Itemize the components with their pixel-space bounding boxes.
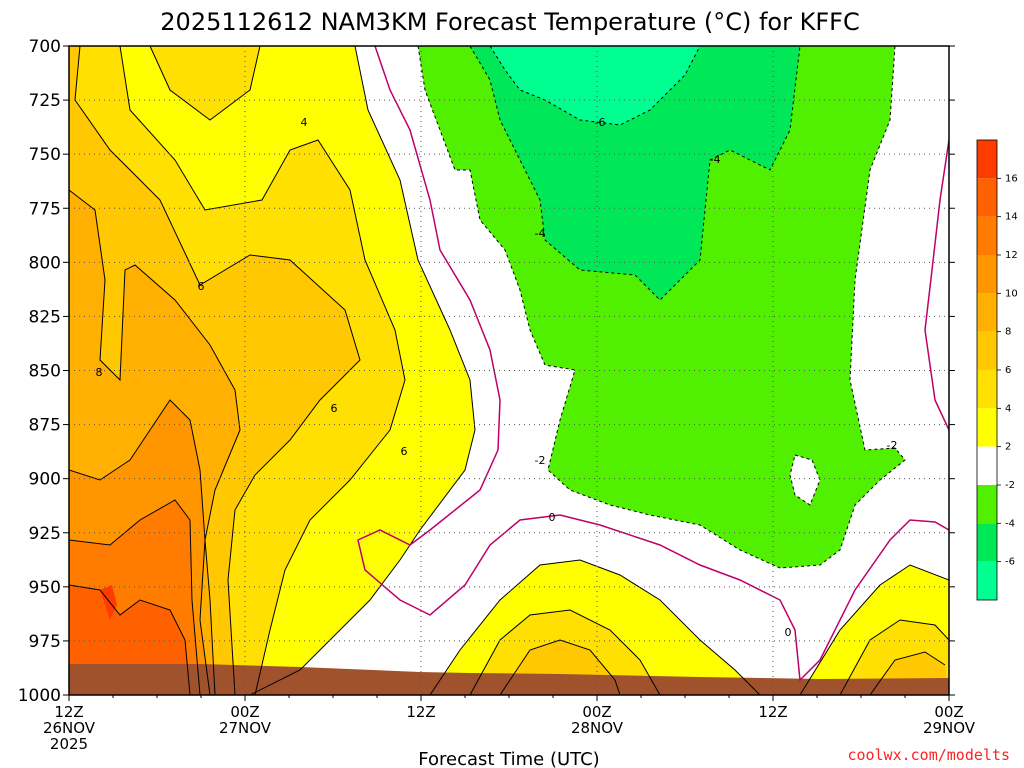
contour-plus2-middle [429,559,761,695]
y-tick-label: 925 [29,524,61,544]
plot-frame [68,45,950,696]
contour-label: -6 [595,116,606,129]
colorbar-swatch [977,255,997,294]
colorbar-tick-label: 8 [1005,327,1011,338]
credit-text: coolwx.com/modelts [847,746,1010,764]
colorbar-tick-label: 2 [1005,442,1011,453]
contour-minus2 [417,46,906,569]
colorbar: 16 14 12 10 8 6 4 2 -2 -4 -6 [976,139,1018,601]
colorbar-tick-label: 12 [1005,250,1018,261]
band-minus6-minus8 [490,46,700,125]
contour-label: -2 [535,454,546,467]
x-axis-title: Forecast Time (UTC) [418,749,599,768]
contour-plus4-right [839,619,949,695]
contour-plus2-left [249,46,476,695]
colorbar-swatch [977,331,997,370]
y-tick-label: 750 [29,145,61,165]
contour-plus10 [69,399,211,695]
contour-minus6 [489,46,701,126]
colorbar-swatch [977,561,997,600]
grid-lines [69,46,949,695]
colorbar-swatch [977,140,997,179]
contour-plus6 [74,46,361,695]
colorbar-swatch [977,293,997,332]
contour-plus12 [69,499,201,695]
contour-plus4-top [149,46,261,121]
contour-plus8 [69,189,241,695]
contour-label: -2 [887,439,898,452]
above-minus2-pocket [790,455,820,505]
contour-label: 0 [785,626,792,639]
x-tick-label: 28NOV [571,719,624,737]
x-tick-label: 2025 [50,735,88,753]
colorbar-tick-label: 4 [1005,403,1011,414]
x-tick-label: 12Z [406,703,435,721]
y-tick-label: 775 [29,199,61,219]
y-tick-label: 900 [29,470,61,490]
x-tick-label: 00Z [582,703,611,721]
contour-plus4 [119,46,406,695]
contour-plus6-middle [499,639,621,695]
y-tick-label: 825 [29,307,61,327]
contour-plus4-middle [469,609,661,695]
contour-label: -4 [710,153,721,166]
y-tick-label: 975 [29,632,61,652]
contour-zero-right [924,139,949,431]
y-tick-label: 950 [29,578,61,598]
x-tick-label: 26NOV [43,719,96,737]
colorbar-swatch [977,523,997,562]
x-tick-label: 29NOV [923,719,976,737]
x-tick-label: 27NOV [219,719,272,737]
chart-title: 2025112612 NAM3KM Forecast Temperature (… [160,8,859,36]
colorbar-swatch [977,216,997,255]
colorbar-swatch [977,370,997,409]
contour-plus6-right [869,651,946,695]
contour-label: 6 [401,445,408,458]
x-tick-label: 12Z [54,703,83,721]
contour-label: -4 [535,227,546,240]
contour-zero-left [357,46,949,682]
contour-label: 4 [301,116,308,129]
colorbar-tick-label: 16 [1005,173,1018,184]
y-tick-label: 850 [29,362,61,382]
band-minus4-minus6 [470,46,800,300]
contour-label: 6 [198,280,205,293]
y-tick-label: 875 [29,416,61,436]
y-tick-label: 1000 [18,686,61,706]
colorbar-swatch [977,446,997,485]
x-tick-label: 00Z [934,703,963,721]
contour-label: 8 [96,366,103,379]
contour-plus14 [69,584,191,695]
contour-lines [69,46,949,695]
contour-label: 0 [549,511,556,524]
contour-label: 6 [331,402,338,415]
contour-labels: 4 6 6 8 6 -6 -4 -4 -2 -2 0 0 [96,116,898,639]
colorbar-tick-label: -2 [1005,480,1015,491]
colorbar-tick-label: 10 [1005,288,1018,299]
colorbar-swatch [977,178,997,217]
y-tick-label: 800 [29,253,61,273]
x-tick-label: 12Z [758,703,787,721]
colorbar-tick-label: -4 [1005,518,1015,529]
contour-minus2-pocket [789,454,821,506]
band-16-18-left [100,585,117,620]
x-tick-label: 00Z [230,703,259,721]
y-tick-label: 725 [29,91,61,111]
contour-plus2-right [799,564,949,695]
colorbar-swatch [977,485,997,524]
colorbar-tick-label: 14 [1005,212,1018,223]
colorbar-tick-label: 6 [1005,365,1011,376]
y-tick-label: 700 [29,37,61,57]
below-ground-terrain [69,664,949,695]
colorbar-swatch [977,408,997,447]
colorbar-tick-label: -6 [1005,557,1015,568]
